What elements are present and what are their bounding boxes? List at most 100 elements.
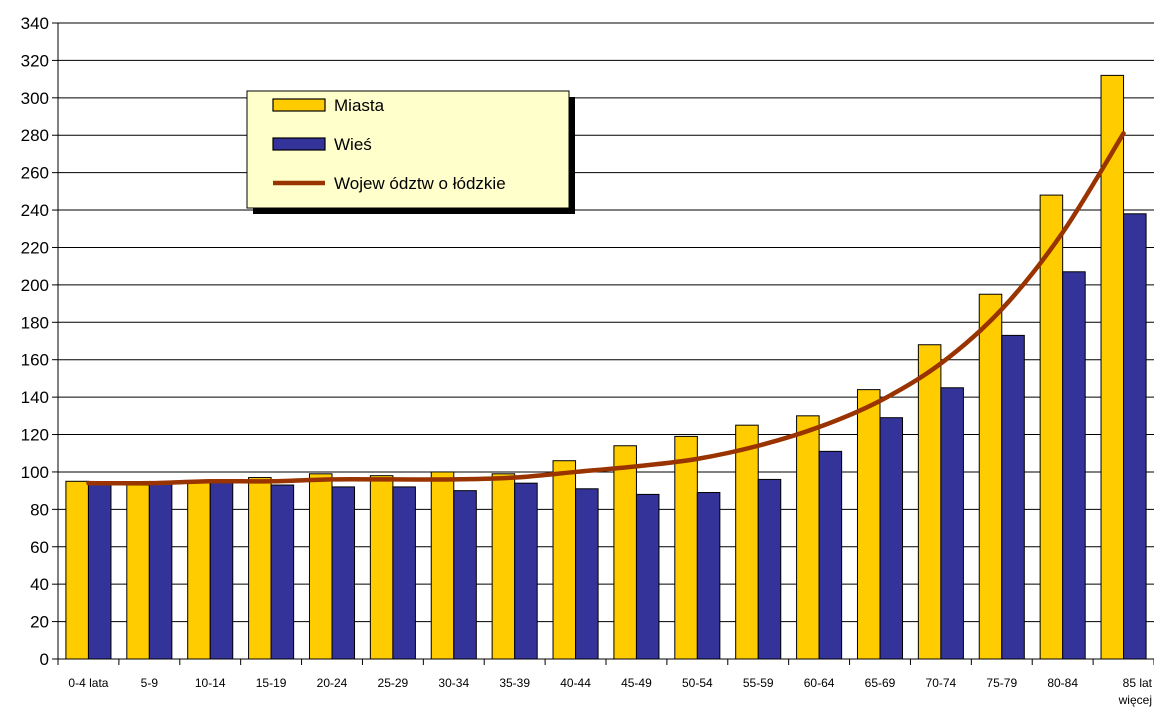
y-tick-label: 120 (21, 426, 49, 445)
y-tick-label: 240 (21, 201, 49, 220)
x-tick-label: 10-14 (195, 676, 226, 690)
legend-label-wojewodztwo: Wojew ództw o łódzkie (334, 174, 506, 193)
y-tick-label: 60 (30, 538, 49, 557)
x-tick-label: 20-24 (317, 676, 348, 690)
gridlines (52, 22, 1154, 660)
y-tick-label: 20 (30, 613, 49, 632)
x-tick-label: 45-49 (621, 676, 652, 690)
x-tick-label-line: 30-34 (438, 676, 469, 690)
bar-miasta (430, 471, 455, 660)
x-tick-label: 40-44 (560, 676, 591, 690)
x-tick-label-line: 45-49 (621, 676, 652, 690)
y-axis-tick-labels: 0 20 40 60 80 100 120 140 160 180 200 220 240 260 280 3… (21, 14, 49, 669)
bar-miasta (856, 389, 881, 660)
x-tick-label: 15-19 (256, 676, 287, 690)
x-tick-label-line: 10-14 (195, 676, 226, 690)
x-tick-label-line: 0-4 lata (68, 676, 108, 690)
bar-wies (392, 486, 416, 660)
bar-wies (940, 387, 964, 660)
y-tick-label: 220 (21, 238, 49, 257)
x-tick-label-line: 85 lat (1123, 676, 1153, 690)
x-tick-label: 80-84 (1047, 676, 1078, 690)
bar-miasta (978, 293, 1003, 660)
y-tick-label: 180 (21, 313, 49, 332)
bar-miasta (1039, 194, 1064, 660)
legend-label-wies: Wieś (334, 135, 372, 154)
x-axis-tick-labels: 0-4 lata 5-9 10-14 15-19 20-24 25-29 30-34 35-3… (68, 676, 1152, 707)
bar-wies (87, 482, 112, 660)
x-tick-label: 55-59 (743, 676, 774, 690)
x-tick-label: 85 lat więcej (1118, 676, 1153, 707)
legend-swatch-wies (272, 137, 326, 151)
bars (65, 74, 1147, 660)
y-tick-label: 0 (40, 650, 49, 669)
bar-wies (757, 478, 782, 660)
x-tick-label-line: 15-19 (256, 676, 287, 690)
bar-wies (331, 486, 356, 660)
bar-wies (818, 450, 843, 660)
x-tick-label: 5-9 (141, 676, 159, 690)
x-tick-label-line: 80-84 (1047, 676, 1078, 690)
x-tick-label-line: 65-69 (865, 676, 896, 690)
x-tick-label-line: 25-29 (378, 676, 409, 690)
x-tick-label-line: 35-39 (499, 676, 530, 690)
bar-wies (514, 482, 538, 660)
y-tick-label: 300 (21, 89, 49, 108)
y-tick-label: 200 (21, 276, 49, 295)
bar-miasta (552, 460, 577, 660)
x-tick-label: 30-34 (438, 676, 469, 690)
bar-wies (148, 482, 173, 660)
x-tick-label: 60-64 (804, 676, 835, 690)
x-tick-label: 75-79 (986, 676, 1017, 690)
y-tick-label: 260 (21, 164, 49, 183)
bar-wies (209, 480, 234, 660)
x-tick-label-line: 5-9 (141, 676, 159, 690)
bar-wies (575, 488, 599, 660)
y-tick-label: 280 (21, 126, 49, 145)
bar-miasta (491, 473, 516, 660)
bar-miasta (187, 480, 211, 660)
x-tick-label: 50-54 (682, 676, 713, 690)
axes (57, 23, 1154, 665)
bar-miasta (369, 475, 394, 660)
bar-wies (1001, 334, 1025, 660)
legend: Miasta Wieś Wojew ództw o łódzkie (246, 90, 575, 214)
x-tick-label-line: 50-54 (682, 676, 713, 690)
series-line-wojewodztwo (86, 131, 1126, 486)
y-tick-label: 80 (30, 500, 49, 519)
x-tick-label-line: 70-74 (926, 676, 957, 690)
bar-miasta (613, 445, 637, 660)
x-tick-label-line: 75-79 (986, 676, 1017, 690)
legend-label-miasta: Miasta (334, 96, 385, 115)
bar-wies (270, 484, 295, 660)
bar-miasta (248, 477, 272, 660)
x-tick-label: 65-69 (865, 676, 896, 690)
x-tick-label-line: więcej (1118, 693, 1152, 707)
y-tick-label: 40 (30, 575, 49, 594)
bar-wies (635, 493, 660, 660)
bar-wies (696, 492, 721, 660)
trend-line (86, 131, 1126, 486)
x-tick-label-line: 60-64 (804, 676, 835, 690)
bar-miasta (65, 480, 89, 660)
bar-wies (453, 490, 477, 660)
x-tick-label: 0-4 lata (68, 676, 108, 690)
bar-miasta (308, 473, 333, 660)
bar-miasta (735, 424, 759, 660)
bar-wies (1123, 213, 1147, 660)
bar-wies (1062, 271, 1086, 660)
bar-miasta (126, 484, 150, 660)
y-tick-label: 320 (21, 51, 49, 70)
y-tick-label: 340 (21, 14, 49, 33)
x-tick-label: 25-29 (378, 676, 409, 690)
x-tick-label: 35-39 (499, 676, 530, 690)
y-tick-label: 160 (21, 351, 49, 370)
legend-swatch-miasta (272, 98, 326, 112)
x-tick-label-line: 20-24 (317, 676, 348, 690)
x-tick-label: 70-74 (926, 676, 957, 690)
x-tick-label-line: 40-44 (560, 676, 591, 690)
bar-miasta (917, 344, 942, 660)
bar-miasta (674, 435, 698, 660)
x-tick-label-line: 55-59 (743, 676, 774, 690)
